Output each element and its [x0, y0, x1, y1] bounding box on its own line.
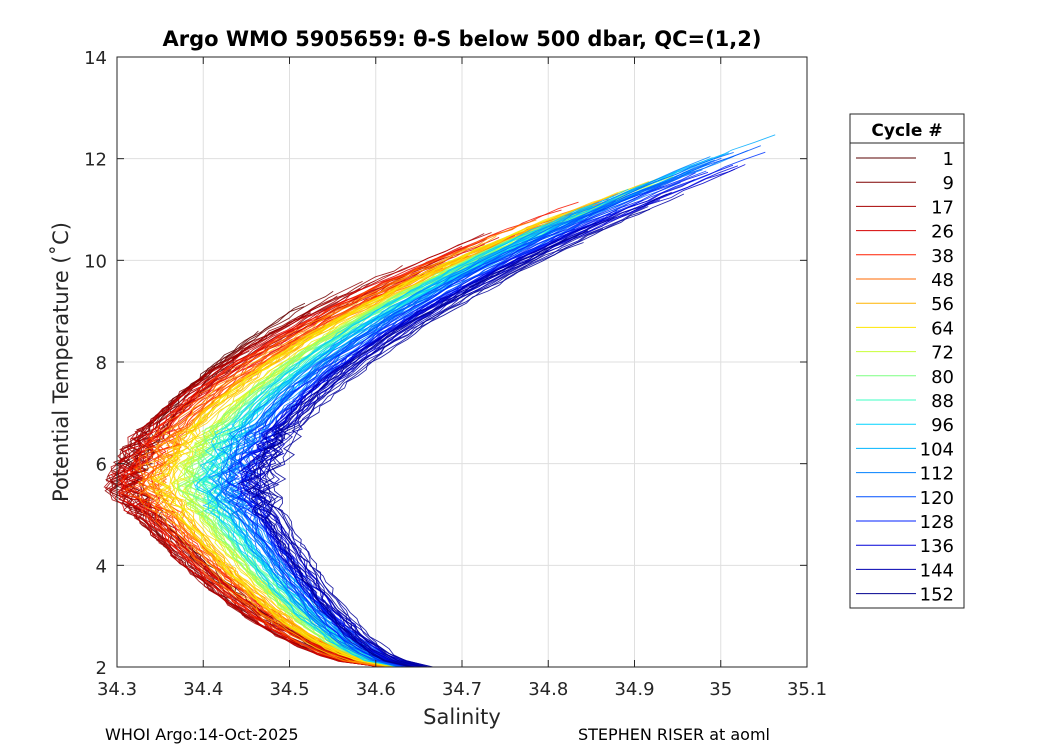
x-tick-label: 35.1 [787, 679, 827, 700]
x-tick-label: 34.5 [269, 679, 309, 700]
profile-line-118 [220, 157, 722, 668]
y-tick-label: 12 [84, 150, 107, 171]
x-tick-label: 34.8 [528, 679, 568, 700]
profile-line-127 [227, 172, 696, 668]
legend-label: 112 [920, 464, 954, 485]
legend-box [849, 113, 965, 609]
legend-label: 128 [920, 512, 954, 533]
legend-label: 120 [920, 488, 954, 509]
profile-line-32 [118, 201, 579, 668]
legend-label: 9 [943, 173, 954, 194]
profile-line-35 [131, 267, 429, 668]
x-tick-label: 34.9 [614, 679, 654, 700]
profile-line-141 [240, 222, 597, 668]
profile-line-54 [168, 204, 594, 668]
legend-label: 104 [920, 439, 954, 460]
y-tick-label: 10 [84, 251, 107, 272]
legend-label: 1 [943, 149, 954, 170]
footer-left: WHOI Argo:14-Oct-2025 [105, 725, 299, 744]
y-tick-label: 8 [96, 353, 107, 374]
legend-label: 56 [931, 294, 954, 315]
y-axis-label: Potential Temperature (˚C) [49, 222, 73, 502]
legend-label: 88 [931, 391, 954, 412]
profile-line-94 [196, 188, 629, 668]
profile-line-50 [137, 235, 497, 668]
legend-label: 80 [931, 367, 954, 388]
legend: Cycle # 1 9 17 26 38 48 56 64 72 80 88 96 104 112 120 1… [849, 113, 965, 609]
x-tick-label: 34.3 [97, 679, 137, 700]
profile-line-61 [154, 230, 521, 668]
profile-line-75 [178, 215, 565, 668]
profile-line-43 [143, 258, 459, 668]
profile-line-36 [120, 246, 468, 668]
legend-label: 144 [920, 560, 954, 581]
chart-title: Argo WMO 5905659: θ-S below 500 dbar, QC… [163, 27, 762, 51]
profile-line-114 [215, 151, 734, 668]
profile-line-95 [194, 195, 615, 668]
legend-label: 136 [920, 536, 954, 557]
profile-line-138 [254, 168, 736, 668]
legend-label: 72 [931, 343, 954, 364]
profile-line-145 [257, 206, 649, 668]
y-tick-label: 4 [96, 556, 107, 577]
profile-line-45 [134, 219, 537, 668]
y-tick-label: 14 [84, 48, 107, 69]
profile-line-147 [253, 249, 549, 668]
legend-label: 64 [931, 318, 954, 339]
x-tick-label: 34.7 [442, 679, 482, 700]
y-tick-label: 2 [96, 658, 107, 679]
footer-right: STEPHEN RISER at aoml [578, 725, 770, 744]
legend-label: 96 [931, 415, 954, 436]
legend-label: 26 [931, 222, 954, 243]
x-tick-label: 35 [709, 679, 732, 700]
profile-line-103 [214, 205, 593, 668]
y-tick-label: 6 [96, 455, 107, 476]
profile-line-150 [263, 208, 651, 668]
profile-line-31 [116, 209, 562, 668]
legend-label: 48 [931, 270, 954, 291]
legend-label: 17 [931, 197, 954, 218]
profile-line-116 [221, 145, 761, 668]
x-tick-label: 34.4 [183, 679, 223, 700]
profile-line-151 [248, 230, 589, 668]
profile-line-26 [109, 245, 463, 668]
legend-label: 152 [920, 585, 954, 606]
profile-line-149 [270, 242, 584, 668]
legend-label: 38 [931, 246, 954, 267]
legend-title: Cycle # [871, 121, 942, 141]
x-tick-label: 34.6 [356, 679, 396, 700]
x-axis-label: Salinity [423, 705, 501, 729]
